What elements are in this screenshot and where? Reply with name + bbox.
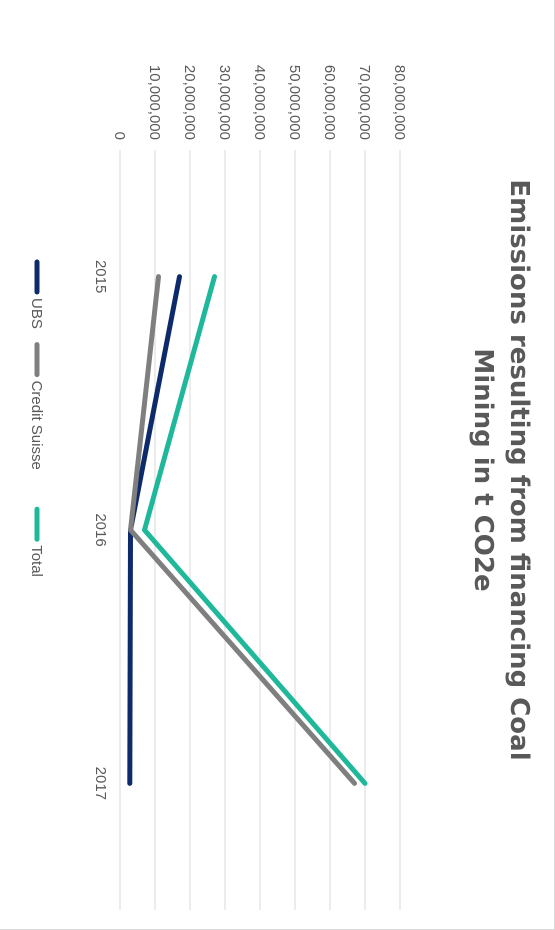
series-lines: [127, 274, 368, 786]
y-tick-label: 10,000,000: [146, 65, 163, 140]
y-tick-label: 40,000,000: [251, 65, 268, 140]
y-tick-label: 30,000,000: [216, 65, 233, 140]
x-category-label: 2017: [92, 767, 109, 800]
chart-title-line-2: Mining in t CO2e: [468, 348, 498, 591]
x-category-label: 2016: [92, 513, 109, 546]
x-axis-category-labels: 2015 2016 2017: [92, 260, 109, 800]
series-line-total: [142, 274, 368, 786]
x-category-label: 2015: [92, 260, 109, 293]
y-tick-label: 0: [111, 132, 128, 140]
chart-title-line-1: Emissions resulting from financing Coal: [504, 179, 534, 760]
legend: UBS Credit Suisse Total: [28, 259, 45, 577]
legend-label: UBS: [28, 298, 45, 329]
y-tick-label: 80,000,000: [391, 65, 408, 140]
series-line-credit-suisse: [128, 274, 357, 786]
legend-label: Credit Suisse: [28, 381, 45, 470]
y-tick-label: 50,000,000: [286, 65, 303, 140]
gridlines: [119, 150, 401, 910]
y-tick-label: 20,000,000: [181, 65, 198, 140]
y-tick-label: 70,000,000: [356, 65, 373, 140]
y-axis-tick-labels: 0 10,000,000 20,000,000 30,000,000 40,000,00…: [111, 65, 408, 140]
y-tick-label: 60,000,000: [321, 65, 338, 140]
legend-label: Total: [28, 545, 45, 577]
